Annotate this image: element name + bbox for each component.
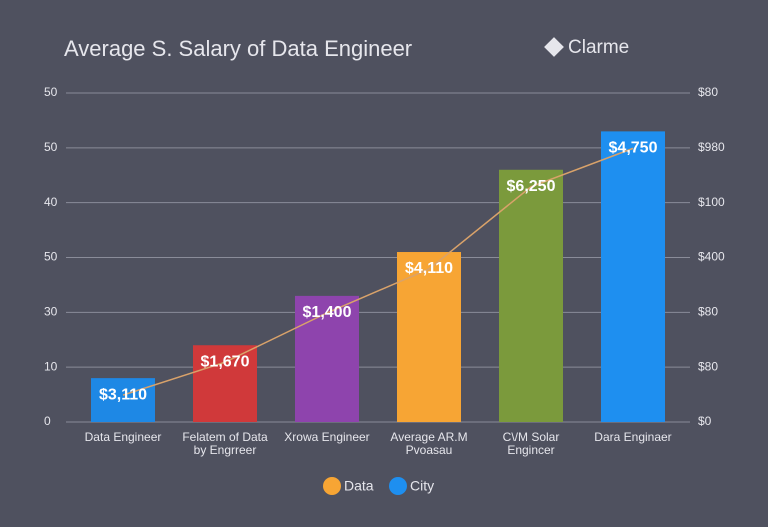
bar xyxy=(601,131,665,422)
chart-title: Average S. Salary of Data Engineer xyxy=(64,36,412,61)
bar xyxy=(91,378,155,422)
logo-icon xyxy=(544,37,564,57)
x-tick-label: C\/M Solar Engincer xyxy=(502,430,560,457)
trend-line xyxy=(122,147,634,396)
x-tick-label: Felatem of Data by Engrreer xyxy=(182,430,268,457)
legend-label: City xyxy=(410,478,434,494)
x-tick-label: Dara Enginaer xyxy=(594,430,672,444)
x-tick-label: Average AR.M Pvoasau xyxy=(390,430,468,457)
y2-tick-label: $100 xyxy=(698,195,725,209)
bar-label: $1,670 xyxy=(201,353,250,370)
y2-tick-label: $80 xyxy=(698,359,718,373)
bar xyxy=(193,345,257,422)
bar xyxy=(397,252,461,422)
bar-label: $1,400 xyxy=(303,304,352,321)
bar xyxy=(295,295,359,422)
bar-label: $3,110 xyxy=(99,386,147,403)
bar-label: $6,250 xyxy=(507,178,556,195)
x-tick-label: Data Engineer xyxy=(84,430,162,444)
x-tick-label: Xrowa Engineer xyxy=(284,430,370,444)
y2-tick-label: $980 xyxy=(698,140,725,154)
y-tick-label: 50 xyxy=(44,85,58,99)
bar xyxy=(499,169,563,422)
y-tick-label: 10 xyxy=(44,359,58,373)
legend-swatch xyxy=(389,477,407,495)
legend-swatch xyxy=(323,477,341,495)
y-tick-label: 30 xyxy=(44,305,58,319)
y-tick-label: 50 xyxy=(44,140,58,154)
brand: Clarme xyxy=(568,37,629,58)
legend-label: Data xyxy=(344,478,374,494)
y2-tick-label: $80 xyxy=(698,85,718,99)
y-tick-label: 0 xyxy=(44,414,51,428)
y2-tick-label: $400 xyxy=(698,250,725,264)
y2-tick-label: $0 xyxy=(698,414,712,428)
bar-label: $4,750 xyxy=(609,140,658,157)
y-tick-label: 50 xyxy=(44,250,58,264)
bar-label: $4,110 xyxy=(405,260,453,277)
y-tick-label: 40 xyxy=(44,195,58,209)
y2-tick-label: $80 xyxy=(698,305,718,319)
